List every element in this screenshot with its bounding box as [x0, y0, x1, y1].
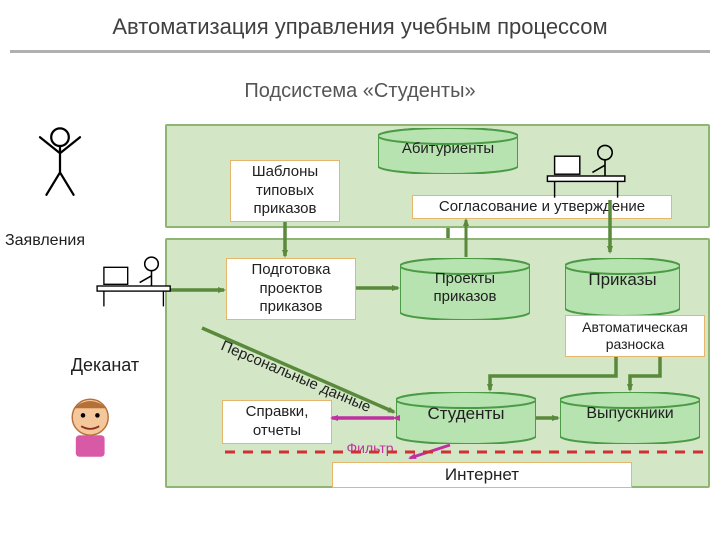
enrollees-db: Абитуриенты: [378, 128, 518, 174]
figure-desk-2: [92, 252, 186, 317]
slide-title: Автоматизация управления учебным процесс…: [0, 14, 720, 40]
applications-label: Заявления: [0, 232, 95, 252]
figure-desk-1: [542, 140, 641, 208]
filter-label: Фильтр: [330, 440, 410, 460]
internet-box: Интернет: [332, 462, 632, 488]
deanery-label: Деканат: [45, 355, 165, 375]
auto-dispatch-box: Автоматическаяразноска: [565, 315, 705, 357]
templates-box: Шаблонытиповыхприказов: [230, 160, 340, 222]
reports-box: Справки,отчеты: [222, 400, 332, 444]
figure-human-1: [32, 126, 88, 203]
graduates-db: Выпускники: [560, 392, 700, 444]
prepare-box: Подготовкапроектовприказов: [226, 258, 356, 320]
slide-subtitle: Подсистема «Студенты»: [0, 80, 720, 103]
draft-orders-db: Проектыприказов: [400, 258, 530, 320]
figure-human-2: [56, 392, 128, 469]
students-db: Студенты: [396, 392, 536, 444]
title-divider: [10, 50, 710, 53]
orders-db: Приказы: [565, 258, 680, 316]
